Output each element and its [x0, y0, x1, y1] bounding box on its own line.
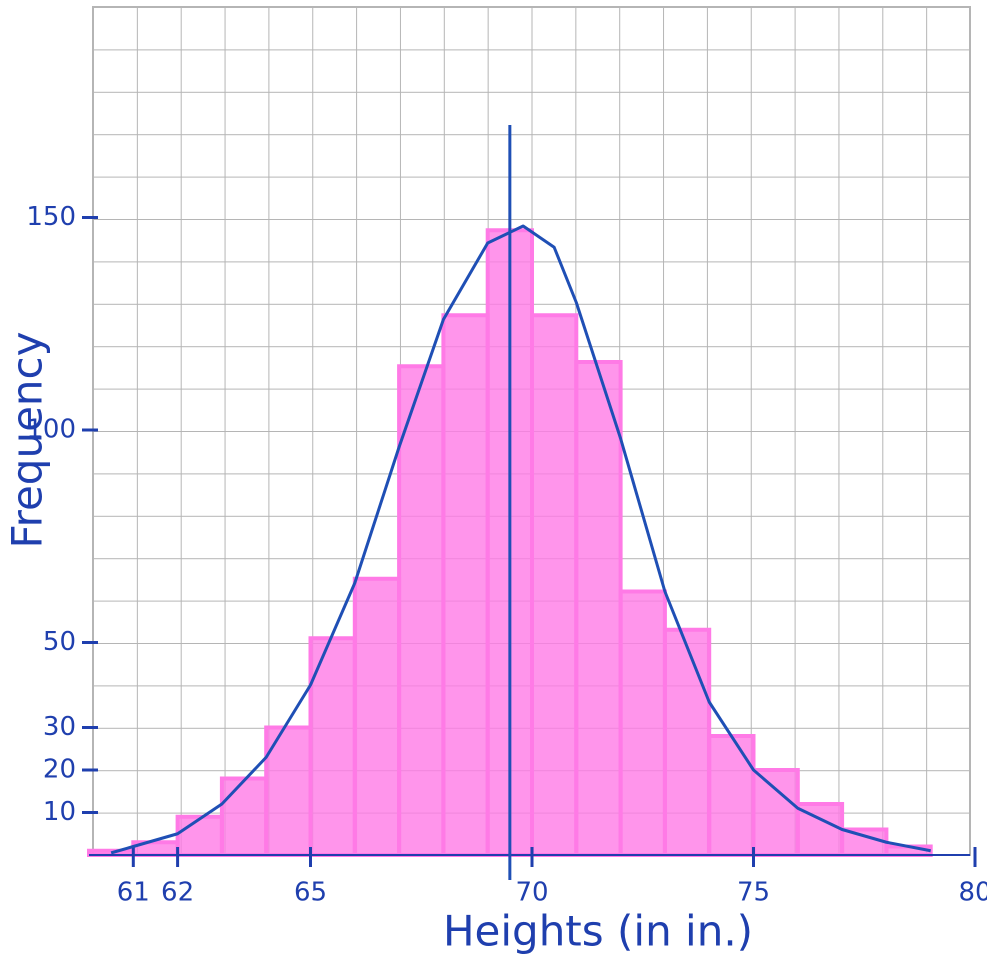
bar	[709, 736, 753, 855]
x-tick-label: 61	[117, 878, 150, 908]
y-tick-label: 150	[26, 202, 76, 232]
bar	[399, 366, 443, 855]
y-tick-label: 50	[43, 627, 76, 657]
bar	[665, 630, 709, 855]
x-tick-label: 70	[515, 878, 548, 908]
x-tick-label: 62	[161, 878, 194, 908]
bar	[754, 770, 798, 855]
bar	[222, 779, 266, 856]
bar	[842, 830, 886, 856]
x-tick-label: 75	[737, 878, 770, 908]
x-tick-label: 65	[294, 878, 327, 908]
bar	[576, 362, 620, 855]
chart: Heights (in in.) Frequency 6162657075801…	[0, 0, 987, 956]
y-tick-label: 10	[43, 797, 76, 827]
y-tick-label: 100	[26, 415, 76, 445]
bar	[355, 579, 399, 855]
x-tick-label: 80	[958, 878, 987, 908]
bar	[621, 592, 665, 856]
bar	[532, 315, 576, 855]
bar	[443, 315, 487, 855]
x-axis-title: Heights (in in.)	[443, 907, 753, 956]
y-tick-label: 30	[43, 712, 76, 742]
y-tick-label: 20	[43, 755, 76, 785]
bar	[178, 817, 222, 855]
